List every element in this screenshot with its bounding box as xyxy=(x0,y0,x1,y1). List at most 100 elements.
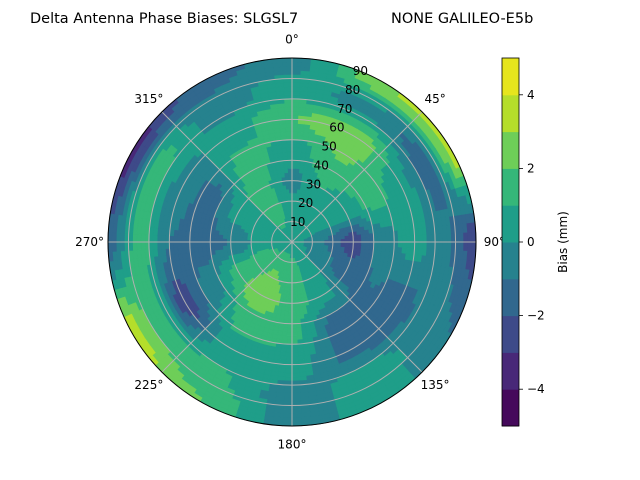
contour-cell xyxy=(426,241,432,250)
contour-cell xyxy=(201,236,207,243)
contour-cell xyxy=(201,232,207,238)
contour-cell xyxy=(291,351,299,357)
contour-cell xyxy=(156,234,162,243)
contour-cell xyxy=(291,327,298,333)
contour-cell xyxy=(193,241,199,248)
contour-cell xyxy=(197,236,203,243)
contour-cell xyxy=(291,65,302,71)
contour-cell xyxy=(377,246,383,252)
contour-cell xyxy=(381,236,387,243)
contour-cell xyxy=(140,233,146,243)
contour-cell xyxy=(132,241,138,251)
contour-cell xyxy=(373,241,379,247)
contour-cell xyxy=(377,232,383,238)
contour-cell xyxy=(282,417,293,423)
contour-cell xyxy=(385,241,391,248)
contour-cell xyxy=(296,335,303,341)
contour-cell xyxy=(291,123,299,128)
contour-cell xyxy=(214,241,219,247)
contour-cell xyxy=(401,235,407,243)
contour-cell xyxy=(193,246,199,253)
contour-cell xyxy=(422,234,428,243)
contour-cell xyxy=(369,237,375,243)
contour-cell xyxy=(361,241,366,247)
contour-cell xyxy=(442,241,448,251)
contour-cell xyxy=(282,409,293,415)
contour-cell xyxy=(295,310,301,316)
contour-cell xyxy=(381,241,387,248)
contour-cell xyxy=(291,335,298,341)
contour-cell xyxy=(459,241,465,252)
contour-cell xyxy=(291,155,297,161)
contour-cell xyxy=(173,235,178,243)
contour-cell xyxy=(291,392,301,398)
contour-cell xyxy=(377,241,383,248)
contour-cell xyxy=(426,234,432,243)
contour-cell xyxy=(357,238,362,243)
contour-cell xyxy=(209,237,215,243)
contour-cell xyxy=(291,372,300,378)
contour-cell xyxy=(406,235,411,243)
contour-cell xyxy=(115,232,121,243)
contour-cell xyxy=(285,360,293,365)
contour-cell xyxy=(181,241,187,249)
contour-cell xyxy=(173,241,178,249)
contour-cell xyxy=(284,368,293,374)
contour-cell xyxy=(209,241,215,247)
contour-cell xyxy=(291,168,297,173)
contour-cell xyxy=(410,241,415,249)
contour-cell xyxy=(291,151,298,157)
contour-cell xyxy=(364,233,370,239)
contour-cell xyxy=(291,90,301,96)
contour-cell xyxy=(169,235,174,243)
contour-cell xyxy=(397,241,403,249)
contour-cell xyxy=(205,241,211,247)
contour-cell xyxy=(291,164,297,169)
contour-cell xyxy=(226,241,232,246)
contour-cell xyxy=(291,331,298,337)
contour-cell xyxy=(410,235,415,243)
contour-cell xyxy=(291,356,299,361)
contour-cell xyxy=(291,102,300,108)
contour-cell xyxy=(365,237,370,243)
chart-title-right: NONE GALILEO-E5b xyxy=(391,11,533,27)
contour-cell xyxy=(287,311,293,316)
contour-cell xyxy=(205,237,211,243)
contour-cell xyxy=(463,232,469,243)
contour-cell xyxy=(446,241,452,251)
contour-cell xyxy=(352,238,358,243)
contour-cell xyxy=(181,235,187,243)
contour-cell xyxy=(287,315,293,320)
contour-cell xyxy=(193,236,199,243)
contour-cell xyxy=(136,241,142,251)
contour-cell xyxy=(282,413,293,419)
contour-cell xyxy=(136,233,142,243)
contour-cell xyxy=(197,246,203,253)
contour-cell xyxy=(285,356,293,361)
contour-cell xyxy=(438,241,444,251)
contour-cell xyxy=(111,232,117,243)
contour-cell xyxy=(193,231,199,238)
contour-cell xyxy=(356,234,362,239)
contour-cell xyxy=(291,368,300,374)
contour-cell xyxy=(291,143,298,149)
contour-cell xyxy=(291,323,297,329)
contour-cell xyxy=(285,351,293,357)
contour-cell xyxy=(291,119,299,124)
contour-cell xyxy=(291,302,296,308)
contour-cell xyxy=(361,237,366,243)
contour-cell xyxy=(214,237,219,243)
contour-cell xyxy=(296,151,302,157)
contour-cell xyxy=(291,127,299,133)
contour-cell xyxy=(422,241,428,250)
contour-cell xyxy=(291,86,301,92)
contour-cell xyxy=(214,245,220,251)
contour-cell xyxy=(291,409,302,415)
contour-cell xyxy=(401,241,407,249)
contour-cell xyxy=(385,236,391,243)
contour-cell xyxy=(296,331,303,337)
contour-cell xyxy=(291,396,301,402)
contour-cell xyxy=(360,233,366,239)
contour-cell xyxy=(281,335,288,341)
contour-cell xyxy=(288,307,293,312)
